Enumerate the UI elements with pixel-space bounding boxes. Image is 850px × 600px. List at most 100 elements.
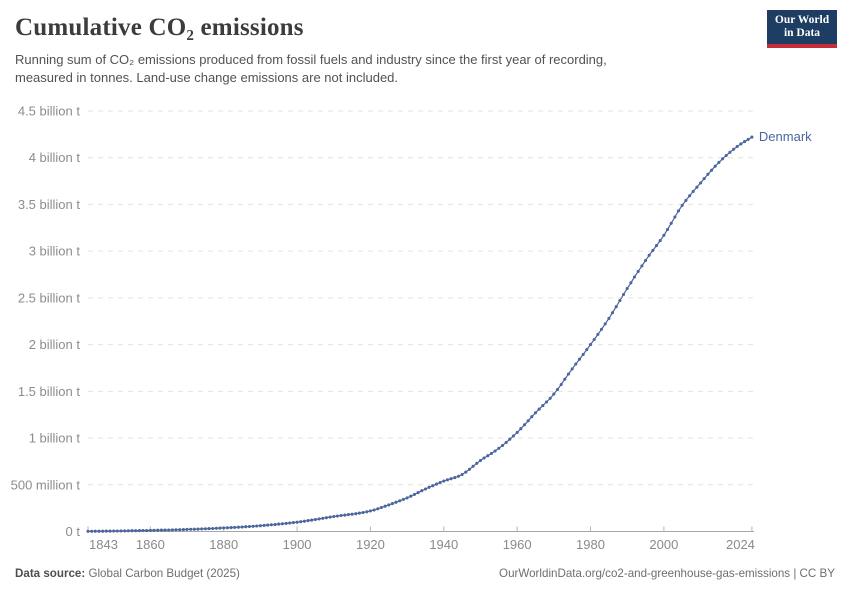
data-point[interactable] <box>647 253 651 257</box>
data-point[interactable] <box>244 525 248 529</box>
data-point[interactable] <box>588 343 593 347</box>
data-point[interactable] <box>156 528 160 532</box>
data-point[interactable] <box>746 137 750 141</box>
data-point[interactable] <box>185 527 189 531</box>
data-point[interactable] <box>236 525 240 529</box>
data-point[interactable] <box>390 502 394 506</box>
data-point[interactable] <box>658 239 662 243</box>
data-point[interactable] <box>453 476 457 480</box>
data-point[interactable] <box>493 449 497 453</box>
owid-logo[interactable]: Our World in Data <box>767 10 837 48</box>
data-point[interactable] <box>486 454 490 458</box>
data-point[interactable] <box>306 519 310 523</box>
data-point[interactable] <box>566 372 571 376</box>
data-point[interactable] <box>354 512 358 516</box>
data-point[interactable] <box>614 305 618 309</box>
data-point[interactable] <box>673 215 677 219</box>
data-point[interactable] <box>412 492 417 496</box>
data-point[interactable] <box>401 497 405 501</box>
data-point[interactable] <box>522 423 527 427</box>
data-point[interactable] <box>559 382 563 387</box>
data-point[interactable] <box>277 522 281 526</box>
data-point[interactable] <box>240 525 244 529</box>
data-point[interactable] <box>592 337 596 342</box>
data-point[interactable] <box>152 528 156 532</box>
data-point[interactable] <box>699 181 703 185</box>
data-point[interactable] <box>442 479 446 483</box>
data-point[interactable] <box>574 362 578 366</box>
data-point[interactable] <box>266 523 270 527</box>
data-point[interactable] <box>387 503 391 507</box>
data-point[interactable] <box>394 500 398 504</box>
data-point[interactable] <box>603 322 607 326</box>
data-point[interactable] <box>629 281 633 285</box>
data-point[interactable] <box>115 529 119 533</box>
data-point[interactable] <box>610 311 615 315</box>
data-point[interactable] <box>229 526 233 530</box>
data-point[interactable] <box>174 528 178 532</box>
data-point[interactable] <box>651 248 655 252</box>
data-point[interactable] <box>710 168 714 172</box>
data-point[interactable] <box>750 135 754 139</box>
data-point[interactable] <box>643 258 648 263</box>
data-point[interactable] <box>508 437 512 441</box>
data-point[interactable] <box>431 484 435 488</box>
data-point[interactable] <box>570 367 574 371</box>
data-point[interactable] <box>695 185 699 189</box>
data-point[interactable] <box>365 510 369 514</box>
data-point[interactable] <box>130 529 134 533</box>
data-point[interactable] <box>427 485 431 489</box>
data-point[interactable] <box>134 529 138 533</box>
data-point[interactable] <box>321 516 325 520</box>
data-point[interactable] <box>581 352 585 356</box>
data-point[interactable] <box>222 526 226 530</box>
data-point[interactable] <box>368 509 372 513</box>
data-point[interactable] <box>526 419 530 423</box>
data-point[interactable] <box>163 528 167 532</box>
data-point[interactable] <box>434 482 439 486</box>
data-point[interactable] <box>189 527 193 531</box>
data-point[interactable] <box>112 529 116 533</box>
data-point[interactable] <box>596 332 600 336</box>
data-point[interactable] <box>119 529 123 533</box>
data-point[interactable] <box>478 458 483 463</box>
data-point[interactable] <box>196 527 200 531</box>
data-point[interactable] <box>123 529 127 533</box>
data-point[interactable] <box>262 523 266 527</box>
data-point[interactable] <box>343 513 347 517</box>
data-point[interactable] <box>207 527 211 531</box>
data-point[interactable] <box>251 524 255 528</box>
data-point[interactable] <box>515 430 519 434</box>
data-point[interactable] <box>552 392 556 396</box>
data-point[interactable] <box>302 519 306 523</box>
data-point[interactable] <box>500 443 505 448</box>
data-point[interactable] <box>203 527 207 531</box>
data-point[interactable] <box>537 407 541 411</box>
data-point[interactable] <box>97 529 101 533</box>
data-point[interactable] <box>676 209 681 213</box>
data-point[interactable] <box>735 144 739 149</box>
data-point[interactable] <box>625 286 629 291</box>
data-point[interactable] <box>497 446 501 450</box>
data-point[interactable] <box>713 164 717 168</box>
data-point[interactable] <box>328 515 332 519</box>
data-point[interactable] <box>346 513 350 517</box>
data-point[interactable] <box>471 464 475 468</box>
data-point[interactable] <box>449 477 453 481</box>
data-point[interactable] <box>361 510 365 515</box>
data-point[interactable] <box>743 140 747 144</box>
data-point[interactable] <box>585 348 589 352</box>
data-point[interactable] <box>548 396 552 400</box>
data-point[interactable] <box>108 529 112 533</box>
data-point[interactable] <box>636 269 640 273</box>
data-point[interactable] <box>269 523 273 527</box>
data-point[interactable] <box>467 467 472 471</box>
data-point[interactable] <box>621 292 626 297</box>
data-point[interactable] <box>691 189 695 193</box>
data-point[interactable] <box>233 525 237 529</box>
data-point[interactable] <box>317 517 321 521</box>
data-point[interactable] <box>577 357 582 361</box>
data-point[interactable] <box>284 521 288 525</box>
data-point[interactable] <box>475 461 479 465</box>
